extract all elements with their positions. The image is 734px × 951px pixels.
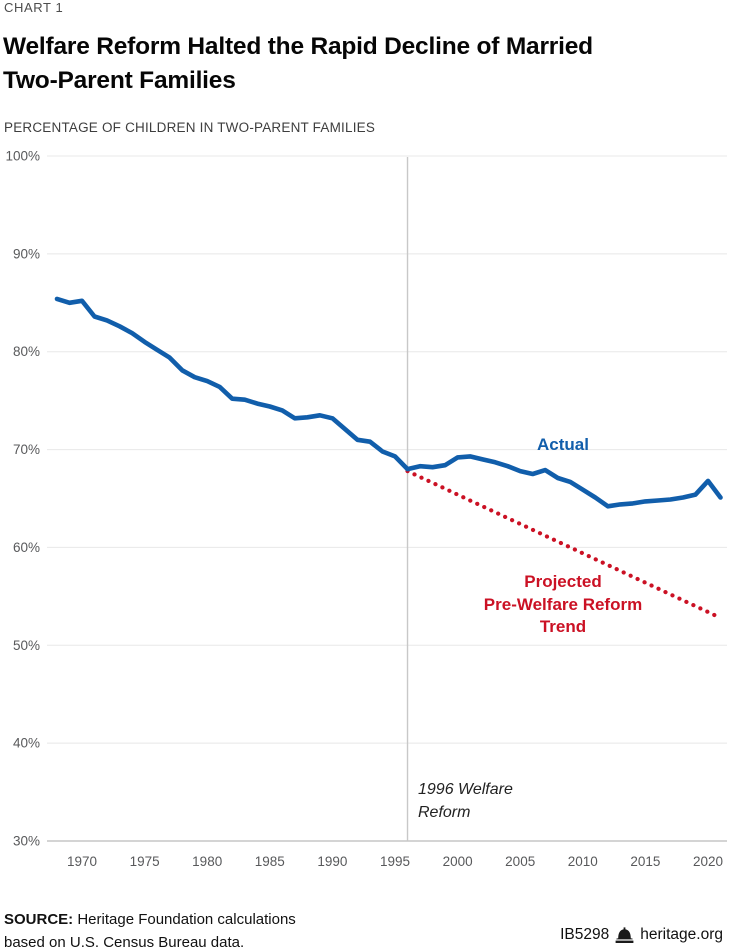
footer-branding: IB5298 heritage.org [560, 926, 723, 944]
chart-canvas: 100% 90% 80% 70% 60% 50% 40% 30% 1970 1975 1980 198… [5, 149, 727, 869]
annotation-1996-welfare-reform: 1996 Welfare Reform [418, 781, 513, 821]
x-tick-label: 2015 [630, 854, 660, 869]
y-tick-label: 70% [13, 442, 40, 457]
y-tick-label: 50% [13, 638, 40, 653]
series-label-actual: Actual [537, 435, 589, 454]
x-tick-label: 2010 [568, 854, 598, 869]
x-tick-label: 2005 [505, 854, 535, 869]
x-tick-label: 1985 [255, 854, 285, 869]
x-tick-label: 1975 [130, 854, 160, 869]
axis-caption: PERCENTAGE OF CHILDREN IN TWO-PARENT FAM… [4, 120, 376, 135]
site-link[interactable]: heritage.org [640, 926, 723, 943]
source-note: SOURCE: Heritage Foundation calculations… [4, 908, 334, 951]
series-actual-line [54, 296, 723, 509]
source-line2: based on U.S. Census Bureau data. [4, 934, 245, 951]
x-tick-label: 2000 [443, 854, 473, 869]
y-tick-label: 80% [13, 344, 40, 359]
y-tick-label: 100% [5, 149, 40, 164]
y-tick-label: 40% [13, 736, 40, 751]
x-tick-label: 1995 [380, 854, 410, 869]
x-tick-label: 1970 [67, 854, 97, 869]
x-tick-label: 2020 [693, 854, 723, 869]
y-tick-label: 90% [13, 246, 40, 261]
liberty-bell-icon [615, 926, 634, 944]
page-title: Welfare Reform Halted the Rapid Decline … [3, 33, 593, 94]
source-label: SOURCE: [4, 911, 74, 928]
source-line1: Heritage Foundation calculations [77, 911, 296, 928]
y-tick-label: 60% [13, 540, 40, 555]
series-label-projected: Projected Pre-Welfare Reform Trend [483, 572, 643, 636]
chart-kicker: CHART 1 [4, 0, 64, 15]
x-tick-label: 1990 [317, 854, 347, 869]
y-tick-label: 30% [13, 834, 40, 849]
report-id: IB5298 [560, 926, 610, 943]
x-tick-label: 1980 [192, 854, 222, 869]
